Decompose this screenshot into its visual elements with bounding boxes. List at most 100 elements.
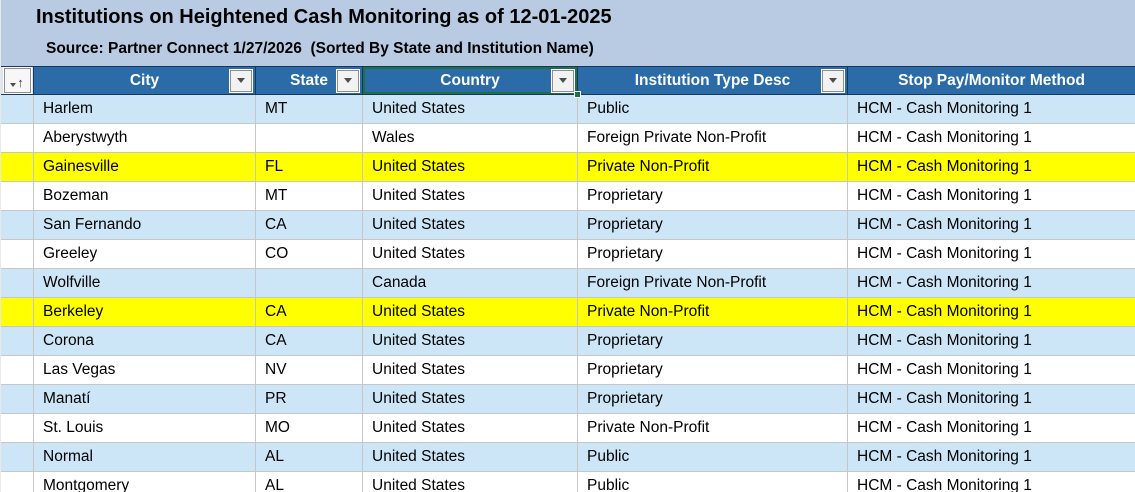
cell-stop-pay-method[interactable]: HCM - Cash Monitoring 1: [848, 95, 1135, 124]
row-filter-cell: ↑: [1, 67, 34, 94]
cell-city[interactable]: Berkeley: [34, 298, 256, 327]
cell-row-stub[interactable]: [1, 414, 34, 443]
column-header-institution-type-desc[interactable]: Institution Type Desc: [578, 67, 848, 94]
cell-country[interactable]: United States: [363, 182, 578, 211]
cell-row-stub[interactable]: [1, 240, 34, 269]
cell-city[interactable]: Gainesville: [34, 153, 256, 182]
cell-row-stub[interactable]: [1, 153, 34, 182]
cell-institution-type[interactable]: Proprietary: [578, 356, 848, 385]
cell-city[interactable]: Manatí: [34, 385, 256, 414]
cell-country[interactable]: United States: [363, 385, 578, 414]
cell-state[interactable]: MT: [256, 95, 363, 124]
cell-row-stub[interactable]: [1, 327, 34, 356]
cell-institution-type[interactable]: Proprietary: [578, 327, 848, 356]
cell-country[interactable]: United States: [363, 327, 578, 356]
sort-ascending-arrow-icon: ↑: [17, 75, 24, 90]
cell-stop-pay-method[interactable]: HCM - Cash Monitoring 1: [848, 153, 1135, 182]
cell-country[interactable]: United States: [363, 240, 578, 269]
cell-row-stub[interactable]: [1, 124, 34, 153]
cell-country[interactable]: United States: [363, 414, 578, 443]
table-row: St. Louis MO United States Private Non-Prof…: [1, 414, 1135, 443]
cell-city[interactable]: Corona: [34, 327, 256, 356]
column-header-country[interactable]: Country: [363, 67, 581, 98]
cell-row-stub[interactable]: [1, 472, 34, 492]
cell-state[interactable]: AL: [256, 472, 363, 492]
cell-state[interactable]: CA: [256, 298, 363, 327]
cell-state[interactable]: MO: [256, 414, 363, 443]
cell-stop-pay-method[interactable]: HCM - Cash Monitoring 1: [848, 327, 1135, 356]
cell-country[interactable]: Wales: [363, 124, 578, 153]
cell-country[interactable]: United States: [363, 95, 578, 124]
filter-dropdown-button[interactable]: [337, 69, 359, 92]
cell-institution-type[interactable]: Proprietary: [578, 240, 848, 269]
cell-country[interactable]: United States: [363, 443, 578, 472]
cell-stop-pay-method[interactable]: HCM - Cash Monitoring 1: [848, 385, 1135, 414]
page-subtitle: Source: Partner Connect 1/27/2026 (Sorte…: [46, 40, 594, 57]
column-header-city[interactable]: City: [34, 67, 256, 94]
cell-stop-pay-method[interactable]: HCM - Cash Monitoring 1: [848, 124, 1135, 153]
cell-state[interactable]: AL: [256, 443, 363, 472]
cell-row-stub[interactable]: [1, 269, 34, 298]
cell-city[interactable]: Harlem: [34, 95, 256, 124]
cell-institution-type[interactable]: Proprietary: [578, 385, 848, 414]
cell-state[interactable]: [256, 269, 363, 298]
cell-city[interactable]: Aberystwyth: [34, 124, 256, 153]
cell-row-stub[interactable]: [1, 356, 34, 385]
cell-stop-pay-method[interactable]: HCM - Cash Monitoring 1: [848, 356, 1135, 385]
cell-institution-type[interactable]: Public: [578, 443, 848, 472]
cell-state[interactable]: NV: [256, 356, 363, 385]
cell-stop-pay-method[interactable]: HCM - Cash Monitoring 1: [848, 443, 1135, 472]
filter-dropdown-button[interactable]: [230, 69, 252, 92]
cell-country[interactable]: United States: [363, 472, 578, 492]
cell-institution-type[interactable]: Proprietary: [578, 211, 848, 240]
cell-stop-pay-method[interactable]: HCM - Cash Monitoring 1: [848, 414, 1135, 443]
cell-city[interactable]: Las Vegas: [34, 356, 256, 385]
column-header-stop-pay-monitor-method[interactable]: Stop Pay/Monitor Method: [848, 67, 1135, 94]
column-header-state[interactable]: State: [256, 67, 363, 94]
cell-institution-type[interactable]: Public: [578, 95, 848, 124]
cell-institution-type[interactable]: Proprietary: [578, 182, 848, 211]
cell-country[interactable]: United States: [363, 298, 578, 327]
cell-institution-type[interactable]: Public: [578, 472, 848, 492]
cell-city[interactable]: Wolfville: [34, 269, 256, 298]
cell-state[interactable]: CA: [256, 211, 363, 240]
cell-country[interactable]: United States: [363, 153, 578, 182]
cell-institution-type[interactable]: Private Non-Profit: [578, 153, 848, 182]
cell-stop-pay-method[interactable]: HCM - Cash Monitoring 1: [848, 472, 1135, 492]
selection-fill-handle[interactable]: [574, 91, 581, 98]
cell-row-stub[interactable]: [1, 182, 34, 211]
cell-institution-type[interactable]: Private Non-Profit: [578, 414, 848, 443]
cell-state[interactable]: [256, 124, 363, 153]
cell-institution-type[interactable]: Private Non-Profit: [578, 298, 848, 327]
cell-institution-type[interactable]: Foreign Private Non-Profit: [578, 269, 848, 298]
cell-city[interactable]: Bozeman: [34, 182, 256, 211]
cell-stop-pay-method[interactable]: HCM - Cash Monitoring 1: [848, 298, 1135, 327]
cell-country[interactable]: Canada: [363, 269, 578, 298]
cell-city[interactable]: Greeley: [34, 240, 256, 269]
cell-city[interactable]: Montgomery: [34, 472, 256, 492]
chevron-down-icon: [344, 78, 352, 83]
cell-row-stub[interactable]: [1, 385, 34, 414]
cell-row-stub[interactable]: [1, 211, 34, 240]
cell-stop-pay-method[interactable]: HCM - Cash Monitoring 1: [848, 211, 1135, 240]
cell-country[interactable]: United States: [363, 356, 578, 385]
cell-state[interactable]: CA: [256, 327, 363, 356]
cell-stop-pay-method[interactable]: HCM - Cash Monitoring 1: [848, 182, 1135, 211]
cell-stop-pay-method[interactable]: HCM - Cash Monitoring 1: [848, 240, 1135, 269]
cell-institution-type[interactable]: Foreign Private Non-Profit: [578, 124, 848, 153]
cell-country[interactable]: United States: [363, 211, 578, 240]
cell-stop-pay-method[interactable]: HCM - Cash Monitoring 1: [848, 269, 1135, 298]
cell-city[interactable]: San Fernando: [34, 211, 256, 240]
cell-state[interactable]: FL: [256, 153, 363, 182]
cell-state[interactable]: CO: [256, 240, 363, 269]
cell-row-stub[interactable]: [1, 95, 34, 124]
sort-ascending-filter-button[interactable]: ↑: [3, 68, 31, 93]
cell-city[interactable]: St. Louis: [34, 414, 256, 443]
filter-dropdown-button[interactable]: [822, 69, 844, 92]
cell-state[interactable]: PR: [256, 385, 363, 414]
filter-dropdown-button[interactable]: [552, 69, 574, 92]
cell-city[interactable]: Normal: [34, 443, 256, 472]
cell-row-stub[interactable]: [1, 443, 34, 472]
cell-state[interactable]: MT: [256, 182, 363, 211]
cell-row-stub[interactable]: [1, 298, 34, 327]
